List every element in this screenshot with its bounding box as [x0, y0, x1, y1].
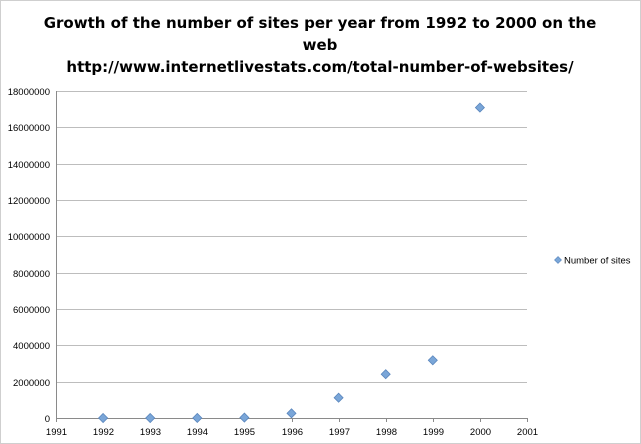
data-point-1996: [286, 408, 297, 419]
chart-title: Growth of the number of sites per year f…: [20, 12, 620, 78]
x-axis-ticks: 1991 1992 1993 1994 1995 1996 1997 1998 1999 2000…: [46, 418, 538, 438]
gridlines: [56, 91, 527, 383]
y-tick-label-16000000: 16000000: [8, 123, 50, 134]
x-tick-label-1998: 1998: [376, 427, 397, 438]
x-tick-label-1994: 1994: [187, 427, 208, 438]
data-point-1997: [333, 392, 344, 403]
y-tick-label-2000000: 2000000: [13, 378, 50, 389]
x-tick-label-1993: 1993: [140, 427, 161, 438]
legend: Number of sites: [554, 256, 631, 267]
x-tick-label-1996: 1996: [282, 427, 303, 438]
y-tick-label-12000000: 12000000: [8, 196, 50, 207]
chart-title-line-1: Growth of the number of sites per year f…: [43, 14, 597, 32]
legend-marker: [554, 256, 562, 264]
chart-title-line-2: web: [302, 36, 338, 54]
chart-title-line-3: http://www.internetlivestats.com/total-n…: [66, 58, 574, 76]
y-tick-label-0: 0: [45, 414, 50, 425]
x-tick-label-1997: 1997: [329, 427, 350, 438]
y-axis-ticks: 0 2000000 4000000 6000000 8000000 10000000 120…: [8, 87, 50, 425]
x-tick-label-1995: 1995: [234, 427, 255, 438]
y-tick-label-4000000: 4000000: [13, 341, 50, 352]
data-point-1992: [98, 412, 109, 424]
x-tick-label-1992: 1992: [93, 427, 114, 438]
data-point-1995: [239, 412, 250, 423]
data-point-2000: [474, 102, 485, 113]
axes: [56, 91, 527, 419]
y-tick-label-14000000: 14000000: [8, 160, 50, 171]
data-point-1999: [427, 355, 438, 366]
y-tick-label-10000000: 10000000: [8, 232, 50, 243]
y-tick-label-8000000: 8000000: [13, 269, 50, 280]
data-point-1994: [192, 412, 203, 424]
data-point-1993: [145, 412, 156, 424]
x-tick-label-2001: 2001: [517, 427, 538, 438]
x-tick-label-2000: 2000: [470, 427, 491, 438]
data-points: [98, 102, 485, 424]
y-tick-label-18000000: 18000000: [8, 87, 50, 98]
x-tick-label-1999: 1999: [423, 427, 444, 438]
y-tick-label-6000000: 6000000: [13, 305, 50, 316]
legend-label: Number of sites: [564, 256, 631, 267]
data-point-1998: [380, 369, 391, 380]
x-tick-label-1991: 1991: [46, 427, 67, 438]
